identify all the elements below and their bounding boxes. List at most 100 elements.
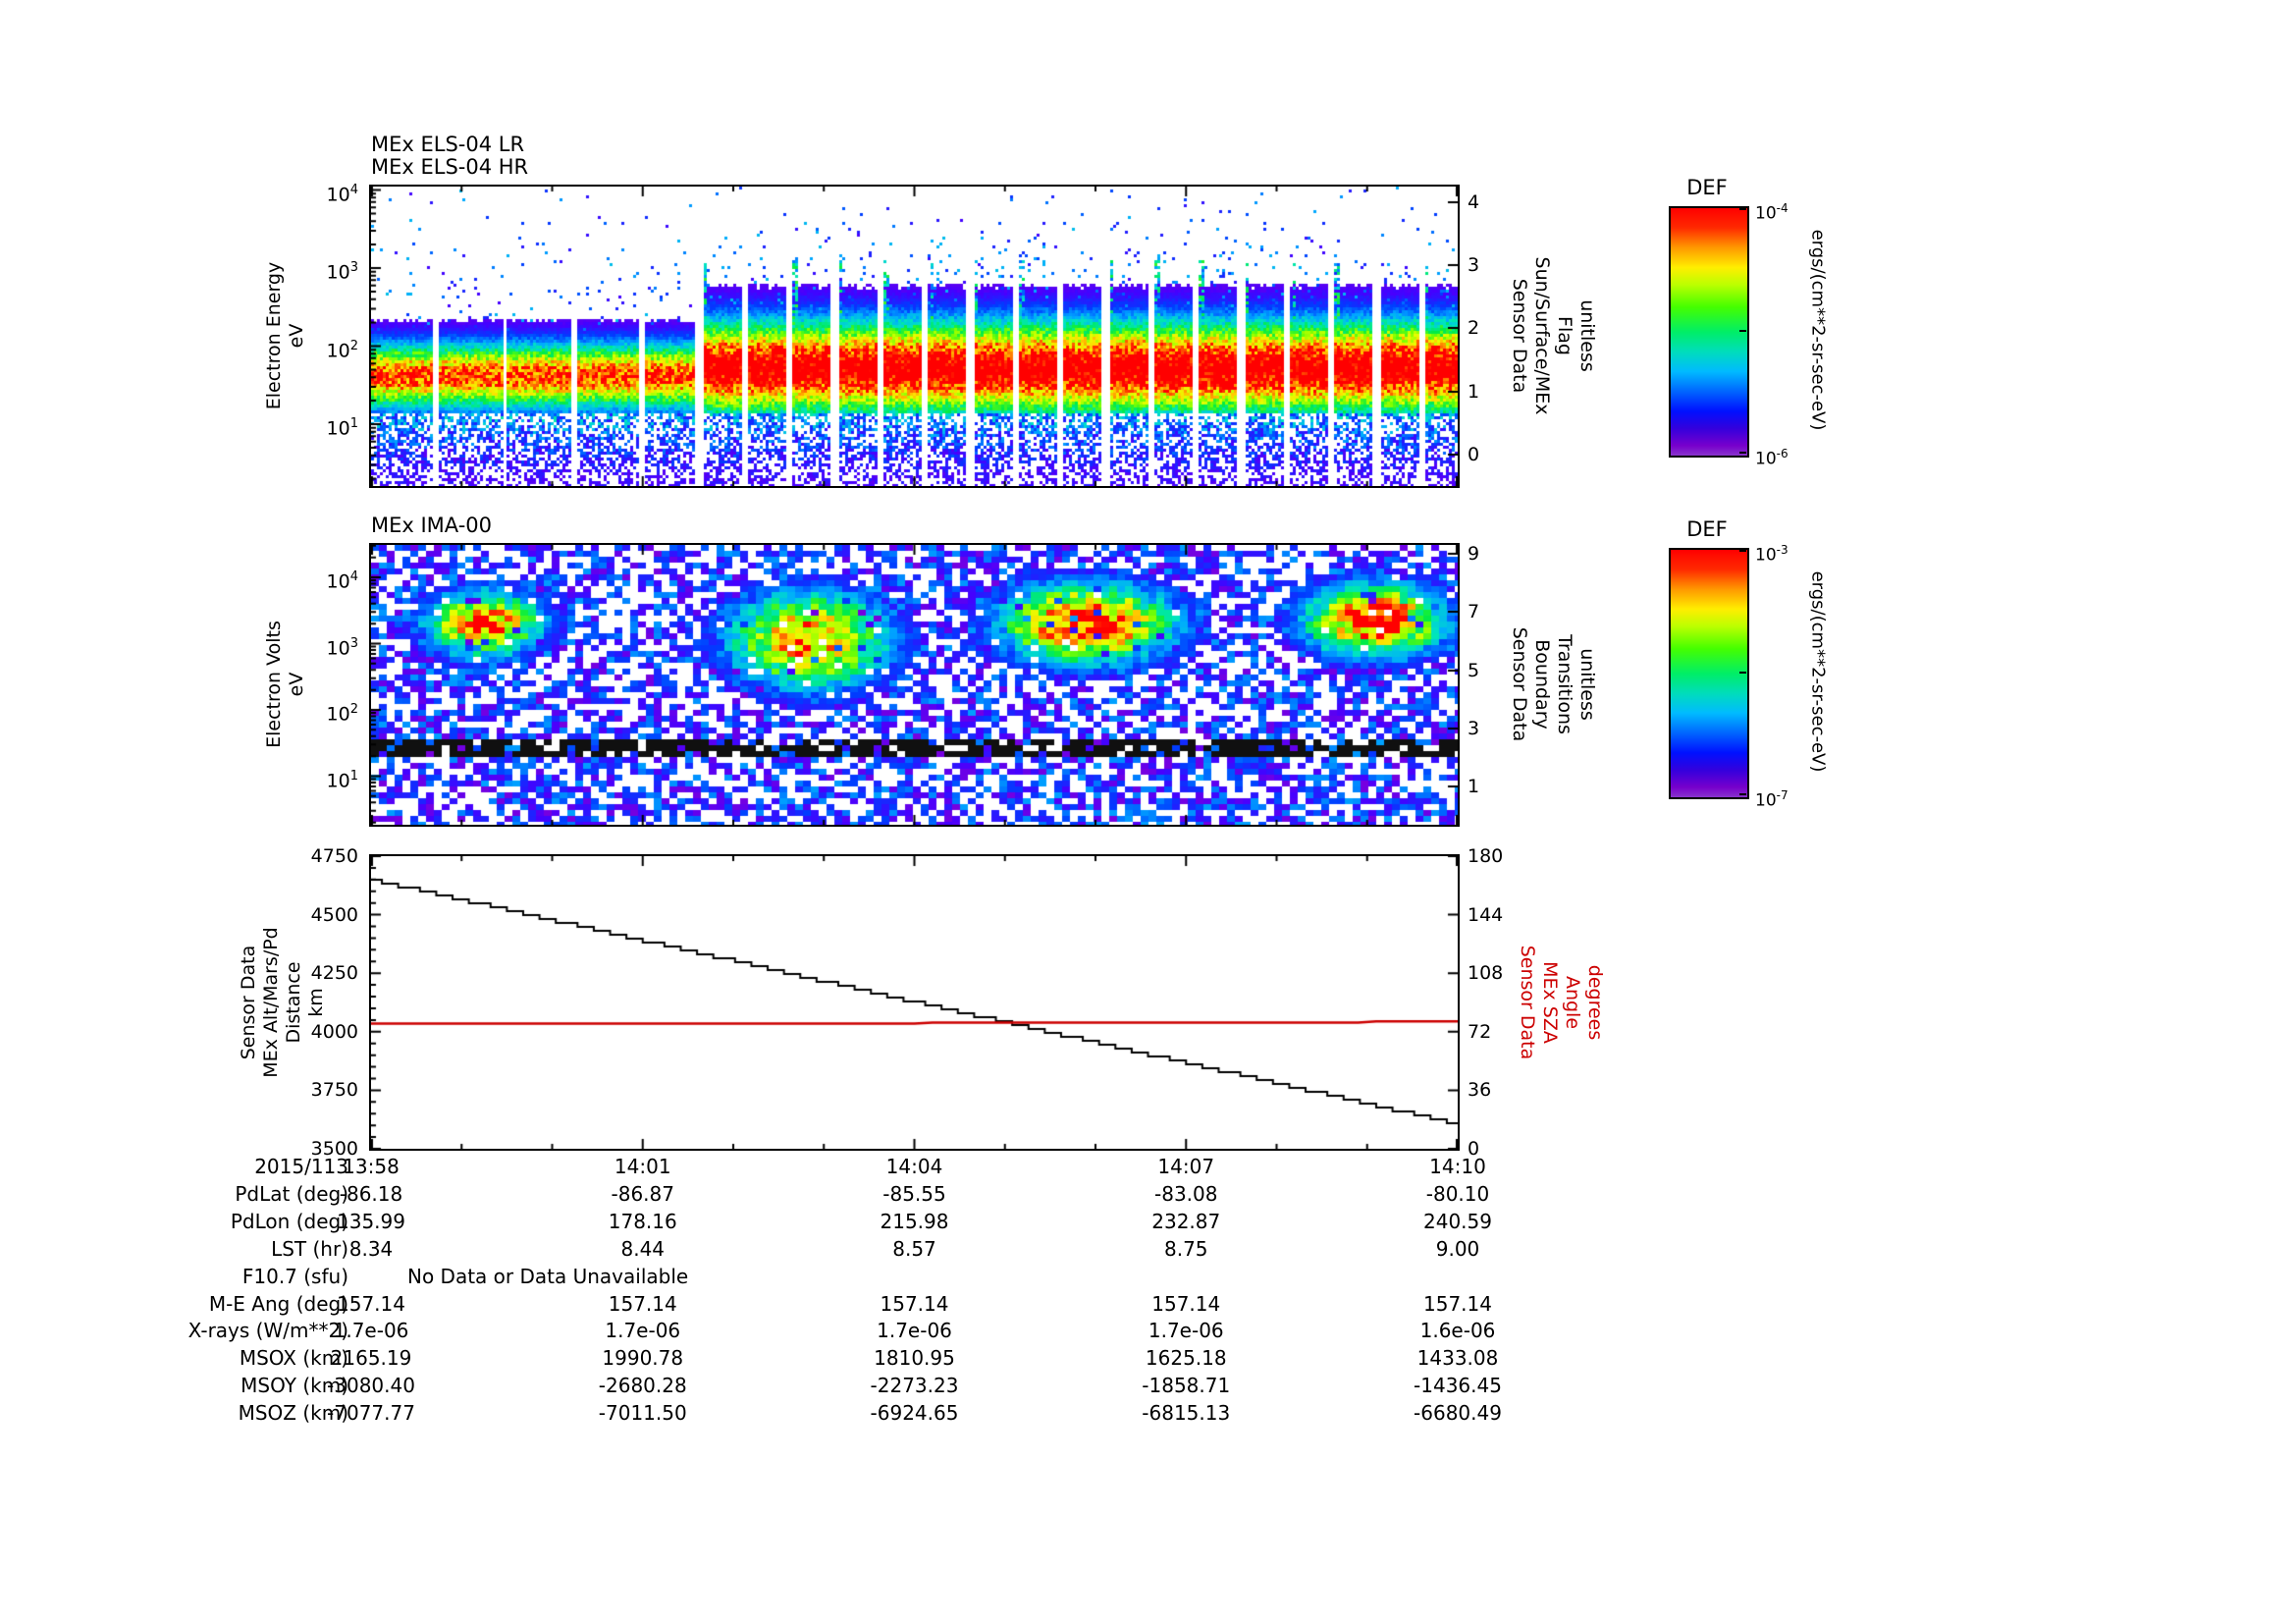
x-axis-tick-label: 14:04 xyxy=(885,1155,943,1178)
ima-spectrogram-panel xyxy=(369,543,1460,827)
els-colorbar-unit: ergs/(cm**2-sr-sec-eV) xyxy=(1807,229,1829,431)
els-colorbar-tick-bottom xyxy=(1739,452,1746,454)
right-axis-tick-label: 36 xyxy=(1468,1079,1492,1102)
els-left-axis-title: Electron Energy eV xyxy=(263,261,307,410)
right-axis-tick-label: 0 xyxy=(1468,1138,1480,1160)
table-value: -86.18 xyxy=(339,1181,403,1206)
ima-colorbar-title: DEF xyxy=(1686,517,1728,541)
table-row-label: M-E Ang (deg) xyxy=(208,1291,348,1316)
right-axis-tick-label: 72 xyxy=(1468,1020,1492,1043)
y-axis-tick-label: 101 xyxy=(326,416,358,440)
table-value: -86.87 xyxy=(611,1181,674,1206)
table-value: 232.87 xyxy=(1151,1209,1221,1233)
right-axis-tick-label: 4 xyxy=(1468,191,1480,213)
table-value: 157.14 xyxy=(1423,1291,1492,1316)
table-value: -83.08 xyxy=(1154,1181,1218,1206)
table-value: -7077.77 xyxy=(327,1401,415,1426)
x-axis-tick-label: 14:07 xyxy=(1157,1155,1215,1178)
table-value: -6680.49 xyxy=(1414,1401,1502,1426)
els-spectrogram-panel xyxy=(369,185,1460,488)
right-axis-tick-label: 1 xyxy=(1468,776,1480,797)
table-value: -6815.13 xyxy=(1142,1401,1231,1426)
els-title-line1: MEx ELS-04 LR xyxy=(371,133,525,156)
ima-spectrogram-canvas xyxy=(371,545,1458,825)
right-axis-tick-label: 1 xyxy=(1468,381,1480,403)
table-value: 157.14 xyxy=(1151,1291,1221,1316)
table-value: 8.34 xyxy=(348,1236,394,1261)
table-value: -80.10 xyxy=(1425,1181,1490,1206)
altitude-sza-panel xyxy=(369,854,1460,1151)
table-value: -7011.50 xyxy=(598,1401,687,1426)
els-colorbar-max-label: 10-4 xyxy=(1755,201,1789,224)
table-value: 157.14 xyxy=(608,1291,677,1316)
y-axis-tick-label: 3500 xyxy=(310,1138,358,1160)
y-axis-tick-label: 104 xyxy=(326,182,358,205)
y-axis-tick-label: 104 xyxy=(326,569,358,593)
y-axis-tick-label: 102 xyxy=(326,702,358,726)
table-value: 178.16 xyxy=(608,1209,677,1233)
els-colorbar-tick-top xyxy=(1739,208,1746,210)
table-value: 1625.18 xyxy=(1145,1346,1227,1371)
table-value: 8.75 xyxy=(1163,1236,1208,1261)
ima-title: MEx IMA-00 xyxy=(371,514,493,537)
els-colorbar-tick-mid xyxy=(1739,330,1746,332)
table-value: 9.00 xyxy=(1435,1236,1480,1261)
right-axis-tick-label: 2 xyxy=(1468,317,1480,339)
right-axis-tick-label: 180 xyxy=(1468,845,1504,867)
table-value: 2165.19 xyxy=(330,1346,412,1371)
right-axis-tick-label: 3 xyxy=(1468,254,1480,276)
y-axis-tick-label: 101 xyxy=(326,768,358,791)
table-value: -6924.65 xyxy=(870,1401,959,1426)
table-row-label: 2015/113 xyxy=(254,1155,348,1178)
table-value: -3080.40 xyxy=(327,1374,415,1398)
table-value: 1.7e-06 xyxy=(1148,1319,1224,1343)
right-axis-tick-label: 0 xyxy=(1468,444,1480,465)
els-colorbar xyxy=(1669,206,1749,458)
els-title-line2: MEx ELS-04 HR xyxy=(371,155,529,179)
els-spectrogram-canvas xyxy=(371,187,1458,486)
table-row-label: MSOX (km) xyxy=(239,1346,348,1371)
table-value: 215.98 xyxy=(880,1209,949,1233)
x-axis-tick-label: 13:58 xyxy=(343,1155,400,1178)
table-row-label: F10.7 (sfu) xyxy=(241,1264,348,1288)
ima-colorbar-max-label: 10-3 xyxy=(1755,543,1789,566)
y-axis-tick-label: 4250 xyxy=(310,962,358,985)
table-value: 8.57 xyxy=(892,1236,936,1261)
ima-colorbar-min-label: 10-7 xyxy=(1755,788,1789,811)
table-value: 240.59 xyxy=(1423,1209,1492,1233)
table-value: -2680.28 xyxy=(598,1374,687,1398)
table-row-label: MSOZ (km) xyxy=(238,1401,348,1426)
y-axis-tick-label: 4500 xyxy=(310,903,358,926)
ima-colorbar xyxy=(1669,548,1749,799)
ima-right-axis-title: unitless Transitions Boundary Sensor Data xyxy=(1509,626,1598,742)
right-axis-tick-label: 9 xyxy=(1468,543,1480,565)
els-colorbar-min-label: 10-6 xyxy=(1755,447,1789,469)
table-value: -1436.45 xyxy=(1414,1374,1502,1398)
table-row-label: MSOY (km) xyxy=(240,1374,348,1398)
table-value: 157.14 xyxy=(880,1291,949,1316)
table-value: 1.6e-06 xyxy=(1419,1319,1496,1343)
ima-colorbar-unit: ergs/(cm**2-sr-sec-eV) xyxy=(1807,570,1829,773)
right-axis-tick-label: 5 xyxy=(1468,660,1480,681)
y-axis-tick-label: 3750 xyxy=(310,1079,358,1102)
sza-right-axis-title: degrees Angle MEx SZA Sensor Data xyxy=(1517,945,1606,1060)
table-value: 8.44 xyxy=(620,1236,666,1261)
y-axis-tick-label: 4000 xyxy=(310,1020,358,1043)
table-span-text: No Data or Data Unavailable xyxy=(407,1264,689,1288)
table-value: 1990.78 xyxy=(602,1346,684,1371)
y-axis-tick-label: 103 xyxy=(326,260,358,284)
y-axis-tick-label: 4750 xyxy=(310,845,358,867)
ima-colorbar-tick-bottom xyxy=(1739,793,1746,795)
y-axis-tick-label: 102 xyxy=(326,338,358,361)
table-row-label: PdLon (deg) xyxy=(230,1209,348,1233)
y-axis-tick-label: 103 xyxy=(326,635,358,659)
x-axis-tick-label: 14:10 xyxy=(1429,1155,1486,1178)
table-value: -1858.71 xyxy=(1142,1374,1231,1398)
table-value: 1.7e-06 xyxy=(605,1319,681,1343)
table-value: 1.7e-06 xyxy=(333,1319,409,1343)
right-axis-tick-label: 7 xyxy=(1468,601,1480,622)
table-value: 1433.08 xyxy=(1416,1346,1499,1371)
table-value: -2273.23 xyxy=(870,1374,959,1398)
altitude-left-axis-title: Sensor Data MEx Alt/Mars/Pd Distance km xyxy=(238,927,327,1078)
